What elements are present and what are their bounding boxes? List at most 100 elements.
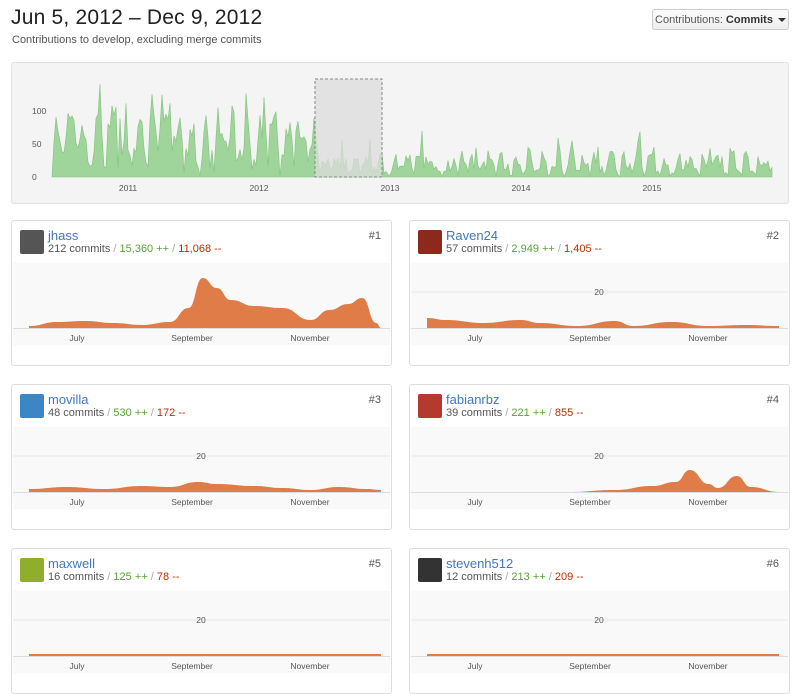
- month-label: September: [171, 333, 213, 343]
- avatar[interactable]: [418, 558, 442, 582]
- commit-count[interactable]: 39 commits: [446, 407, 503, 419]
- commit-count[interactable]: 57 commits: [446, 243, 503, 255]
- overview-x-tick: 2011: [119, 183, 138, 193]
- month-label: September: [171, 497, 213, 507]
- contributor-graph-bg: [411, 263, 788, 345]
- commits-area: [29, 482, 381, 492]
- overview-graph[interactable]: 100 50 0 2011 2012 2013 2014 2015: [11, 62, 789, 204]
- month-label: November: [290, 661, 329, 671]
- contributions-type-select[interactable]: Contributions: Commits: [652, 9, 789, 30]
- contributor-card: movilla #3 48 commits / 530 ++ / 172 -- …: [11, 384, 392, 530]
- contributor-stats: 16 commits / 125 ++ / 78 --: [48, 571, 180, 583]
- contributor-graph-bg: [411, 427, 788, 509]
- additions-count: 213 ++: [511, 571, 546, 583]
- month-label: July: [467, 333, 483, 343]
- commit-count[interactable]: 12 commits: [446, 571, 503, 583]
- contributor-name-link[interactable]: jhass: [48, 228, 79, 243]
- contributor-stats: 12 commits / 213 ++ / 209 --: [446, 571, 584, 583]
- commit-count[interactable]: 48 commits: [48, 407, 105, 419]
- contributor-card: fabianrbz #4 39 commits / 221 ++ / 855 -…: [409, 384, 790, 530]
- avatar[interactable]: [20, 230, 44, 254]
- contributor-name-link[interactable]: stevenh512: [446, 556, 514, 571]
- commits-area: [29, 654, 381, 656]
- commits-area: [427, 318, 779, 328]
- month-label: September: [569, 661, 611, 671]
- month-label: November: [688, 497, 727, 507]
- additions-count: 125 ++: [113, 571, 148, 583]
- contributor-rank: #6: [766, 558, 779, 570]
- contributor-graph[interactable]: 20 July September November: [13, 591, 390, 673]
- contributor-rank: #5: [368, 558, 381, 570]
- commit-count[interactable]: 212 commits: [48, 243, 111, 255]
- deletions-count: 172 --: [156, 407, 186, 419]
- deletions-count: 78 --: [156, 571, 180, 583]
- month-label: November: [290, 497, 329, 507]
- avatar[interactable]: [20, 394, 44, 418]
- avatar[interactable]: [418, 230, 442, 254]
- deletions-count: 855 --: [554, 407, 584, 419]
- contributor-graph[interactable]: 20 July September November: [411, 263, 788, 345]
- page-subtitle: Contributions to develop, excluding merg…: [12, 34, 262, 46]
- avatar[interactable]: [418, 394, 442, 418]
- contributor-graph[interactable]: 20 July September November: [13, 427, 390, 509]
- contributor-card: maxwell #5 16 commits / 125 ++ / 78 -- 2…: [11, 548, 392, 694]
- additions-count: 221 ++: [511, 407, 546, 419]
- contributor-stats: 57 commits / 2,949 ++ / 1,405 --: [446, 243, 602, 255]
- month-label: September: [171, 661, 213, 671]
- commits-area: [427, 470, 779, 492]
- overview-selection-brush[interactable]: [314, 78, 383, 178]
- month-label: July: [69, 497, 85, 507]
- scale-label: 20: [196, 451, 206, 461]
- month-label: July: [69, 661, 85, 671]
- select-prefix: Contributions:: [655, 13, 723, 26]
- contributor-name-link[interactable]: movilla: [48, 392, 89, 407]
- contributor-card: Raven24 #2 57 commits / 2,949 ++ / 1,405…: [409, 220, 790, 366]
- contributor-rank: #4: [766, 394, 779, 406]
- contributor-graph[interactable]: 20 July September November: [411, 427, 788, 509]
- scale-label: 20: [594, 451, 604, 461]
- overview-x-tick: 2014: [512, 183, 531, 193]
- deletions-count: 11,068 --: [178, 243, 222, 255]
- month-label: July: [467, 661, 483, 671]
- contributor-rank: #2: [766, 230, 779, 242]
- page-title: Jun 5, 2012 – Dec 9, 2012: [11, 6, 263, 29]
- contributor-rank: #3: [368, 394, 381, 406]
- commits-area: [427, 654, 779, 656]
- overview-svg[interactable]: 100 50 0 2011 2012 2013 2014 2015: [12, 63, 788, 203]
- contributor-name-link[interactable]: maxwell: [48, 556, 95, 571]
- contributor-graph-bg: [13, 427, 390, 509]
- contributor-graph[interactable]: 20 July September November: [411, 591, 788, 673]
- avatar[interactable]: [20, 558, 44, 582]
- contributor-stats: 39 commits / 221 ++ / 855 --: [446, 407, 584, 419]
- overview-y-tick: 50: [32, 139, 42, 149]
- additions-count: 2,949 ++: [511, 243, 555, 255]
- overview-x-tick: 2015: [643, 183, 662, 193]
- contributor-name-link[interactable]: Raven24: [446, 228, 499, 243]
- contributor-name-link[interactable]: fabianrbz: [446, 392, 500, 407]
- deletions-count: 1,405 --: [564, 243, 602, 255]
- month-label: September: [569, 497, 611, 507]
- commit-count[interactable]: 16 commits: [48, 571, 105, 583]
- month-label: November: [290, 333, 329, 343]
- overview-area: [51, 84, 773, 178]
- overview-x-tick: 2012: [250, 183, 269, 193]
- additions-count: 530 ++: [113, 407, 148, 419]
- overview-y-tick: 100: [32, 106, 46, 116]
- scale-label: 20: [594, 287, 604, 297]
- overview-x-tick: 2013: [381, 183, 400, 193]
- scale-label: 20: [594, 615, 604, 625]
- contributor-card: jhass #1 212 commits / 15,360 ++ / 11,06…: [11, 220, 392, 366]
- month-label: November: [688, 333, 727, 343]
- contributor-rank: #1: [368, 230, 381, 242]
- month-label: July: [69, 333, 85, 343]
- deletions-count: 209 --: [554, 571, 584, 583]
- contributor-stats: 48 commits / 530 ++ / 172 --: [48, 407, 186, 419]
- contributor-card: stevenh512 #6 12 commits / 213 ++ / 209 …: [409, 548, 790, 694]
- month-label: July: [467, 497, 483, 507]
- select-value: Commits: [725, 13, 773, 26]
- month-label: November: [688, 661, 727, 671]
- overview-y-tick: 0: [32, 172, 37, 182]
- contributor-graph[interactable]: July September November: [13, 263, 390, 345]
- scale-label: 20: [196, 615, 206, 625]
- commits-area: [29, 278, 381, 328]
